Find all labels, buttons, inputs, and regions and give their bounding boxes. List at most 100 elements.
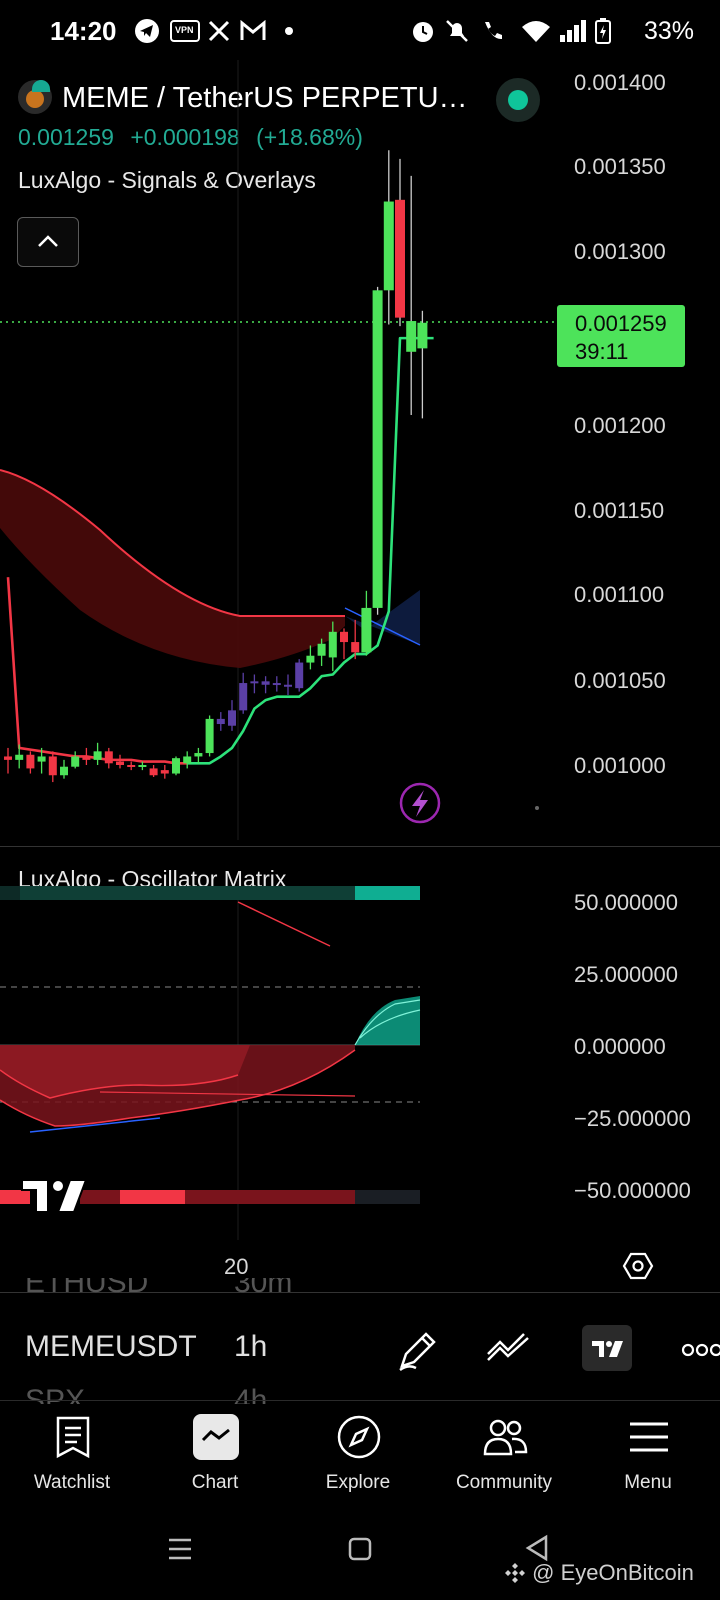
candle: [372, 290, 383, 608]
candle: [104, 751, 113, 764]
back-icon[interactable]: [524, 1534, 550, 1562]
candle: [93, 751, 102, 760]
candle: [261, 681, 270, 685]
drawing-pen-icon[interactable]: [394, 1326, 442, 1374]
signal-icon: [558, 18, 588, 44]
price-tick: 0.001350: [574, 154, 666, 179]
candle: [82, 756, 91, 760]
candle: [395, 199, 405, 318]
candle: [250, 681, 259, 684]
dot-icon: [276, 18, 302, 44]
watchlist-symbol[interactable]: MEMEUSDT: [25, 1330, 197, 1363]
watchlist-next-timeframe[interactable]: 4h: [234, 1384, 268, 1404]
nav-label: Community: [455, 1472, 553, 1493]
system-navigation: [0, 1500, 720, 1600]
candle: [284, 684, 292, 687]
alert-icon: [399, 782, 441, 824]
binance-logo-icon: [505, 1563, 525, 1583]
market-status-icon[interactable]: [496, 78, 540, 122]
compass-icon: [336, 1414, 382, 1460]
vpn-text: VPN: [175, 25, 194, 35]
candle: [160, 770, 169, 774]
more-options-icon[interactable]: [680, 1326, 720, 1374]
candle: [127, 765, 136, 767]
tradingview-button[interactable]: [582, 1325, 632, 1371]
nav-explore[interactable]: Explore: [288, 1410, 428, 1500]
candle: [340, 631, 348, 643]
vpn-icon: VPN: [170, 18, 200, 44]
candle: [406, 321, 417, 352]
status-time: 14:20: [50, 16, 117, 46]
candle: [383, 201, 394, 291]
osc-divergence-line: [29, 1117, 161, 1133]
symbol-logo-icon: [18, 80, 52, 114]
current-price: 0.001259: [18, 124, 114, 150]
trailing-stop-bullish: [187, 336, 434, 765]
candle: [306, 655, 315, 663]
candle: [417, 322, 428, 349]
chart-settings-icon[interactable]: [622, 1250, 654, 1282]
candle: [138, 765, 147, 767]
nav-label: Watchlist: [33, 1472, 111, 1493]
candle: [149, 768, 158, 776]
nav-community[interactable]: Community: [434, 1410, 574, 1500]
oscillator-chart[interactable]: [0, 880, 560, 1240]
nav-divider: [0, 1400, 720, 1401]
nav-watchlist[interactable]: Watchlist: [2, 1410, 142, 1500]
candle: [116, 761, 124, 765]
trailing-zone: [345, 590, 420, 645]
collapse-legend-button[interactable]: [17, 217, 79, 267]
menu-icon: [626, 1414, 672, 1460]
indicator-lines-icon[interactable]: [484, 1326, 532, 1374]
price-change: +0.000198: [130, 124, 240, 150]
battery-percent: 33%: [643, 17, 694, 45]
candle: [295, 662, 304, 689]
watchlist-prev-timeframe[interactable]: 30m: [234, 1278, 293, 1298]
candle: [194, 753, 203, 757]
candles: [4, 150, 428, 783]
dot-marker: [535, 806, 539, 810]
tradingview-logo-icon: [21, 1179, 88, 1213]
gmail-icon: [240, 18, 266, 44]
recents-icon[interactable]: [166, 1536, 194, 1562]
price-change-percent: (+18.68%): [256, 124, 363, 150]
nav-label: Chart: [191, 1472, 239, 1493]
x-icon: [206, 18, 232, 44]
candle: [71, 756, 80, 767]
pane-divider[interactable]: [0, 846, 720, 847]
candle: [272, 683, 281, 686]
candle: [216, 718, 225, 725]
price-tick: 0.001200: [574, 413, 666, 438]
home-icon[interactable]: [347, 1536, 373, 1562]
cloud-band: [0, 470, 345, 668]
toolbar-divider: [0, 1292, 720, 1293]
price-chart[interactable]: [0, 60, 560, 840]
watchlist-prev-symbol[interactable]: ETHUSD: [25, 1278, 149, 1298]
nav-menu[interactable]: Menu: [578, 1410, 718, 1500]
osc-tick: 25.000000: [574, 962, 678, 987]
price-tick: 0.001100: [574, 582, 665, 607]
community-icon: [482, 1414, 528, 1460]
candle: [328, 631, 337, 658]
indicator-signals-label[interactable]: LuxAlgo - Signals & Overlays: [18, 167, 316, 193]
osc-heat-bottom: [0, 1190, 30, 1204]
price-tick: 0.001050: [574, 668, 666, 693]
chart-icon: [193, 1414, 239, 1460]
nav-label: Explore: [325, 1472, 391, 1493]
candle: [4, 756, 12, 760]
symbol-title[interactable]: MEME / TetherUS PERPETU…: [62, 82, 468, 114]
price-tick: 0.001300: [574, 239, 666, 264]
osc-heat-top: [0, 886, 20, 900]
price-tick: 0.001400: [574, 70, 666, 95]
watchlist-icon: [50, 1414, 96, 1460]
watchlist-next-symbol[interactable]: SPX: [25, 1384, 86, 1404]
tradingview-icon: [592, 1341, 623, 1357]
timeframe-selector[interactable]: 1h: [234, 1330, 268, 1363]
candle: [205, 718, 214, 754]
telegram-icon: [134, 18, 160, 44]
price-summary: 0.001259 +0.000198 (+18.68%): [18, 124, 373, 151]
nav-chart[interactable]: Chart: [145, 1410, 285, 1500]
nav-label: Menu: [624, 1472, 672, 1493]
battery-icon: [594, 18, 612, 44]
cloud-upper-line: [0, 469, 345, 617]
